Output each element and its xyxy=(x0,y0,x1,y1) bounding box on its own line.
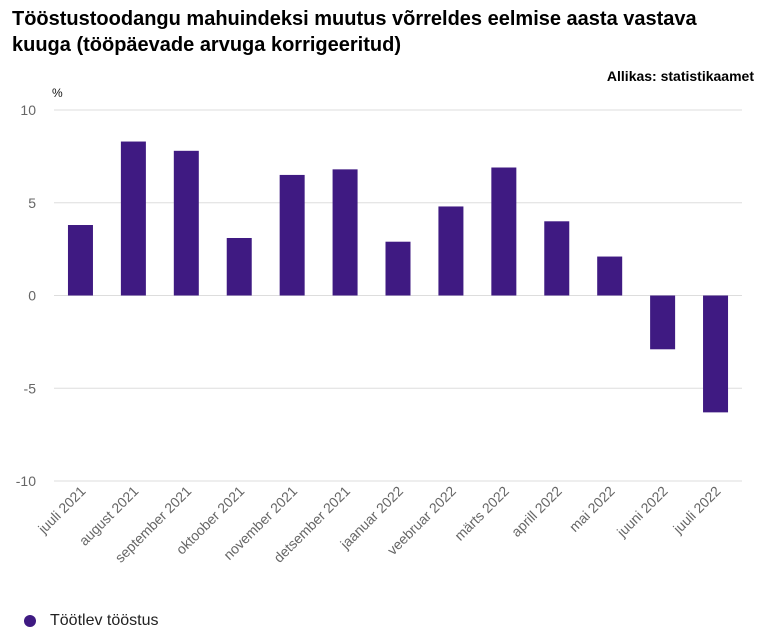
bar xyxy=(385,241,411,296)
bar xyxy=(491,167,517,296)
bar xyxy=(438,206,464,296)
bar xyxy=(650,295,676,350)
bar xyxy=(332,169,358,296)
bar xyxy=(597,256,623,296)
y-tick-label: 5 xyxy=(28,195,36,211)
x-tick-label: märts 2022 xyxy=(451,483,512,544)
y-tick-label: 10 xyxy=(20,102,36,118)
x-tick-label: juuli 2022 xyxy=(669,483,724,538)
x-tick-label: aprill 2022 xyxy=(508,483,565,540)
y-tick-label: -5 xyxy=(24,380,37,396)
bar xyxy=(120,141,146,296)
bar xyxy=(67,225,93,296)
y-tick-label: -10 xyxy=(16,473,36,489)
bar xyxy=(173,150,199,296)
bar xyxy=(226,237,252,296)
chart-title: Tööstustoodangu mahuindeksi muutus võrre… xyxy=(12,8,697,56)
x-tick-label: mai 2022 xyxy=(566,483,618,535)
bar xyxy=(703,295,729,413)
y-axis-unit: % xyxy=(52,86,63,100)
x-tick-label: juuni 2022 xyxy=(613,483,671,541)
legend-swatch xyxy=(24,615,36,627)
legend-label: Töötlev tööstus xyxy=(50,612,159,629)
x-tick-label: juuli 2021 xyxy=(34,483,89,538)
bar xyxy=(544,221,570,296)
y-tick-label: 0 xyxy=(28,288,36,304)
bar xyxy=(279,174,305,296)
source-label: Allikas: statistikaamet xyxy=(606,68,754,84)
legend[interactable]: Töötlev tööstus xyxy=(24,612,159,630)
